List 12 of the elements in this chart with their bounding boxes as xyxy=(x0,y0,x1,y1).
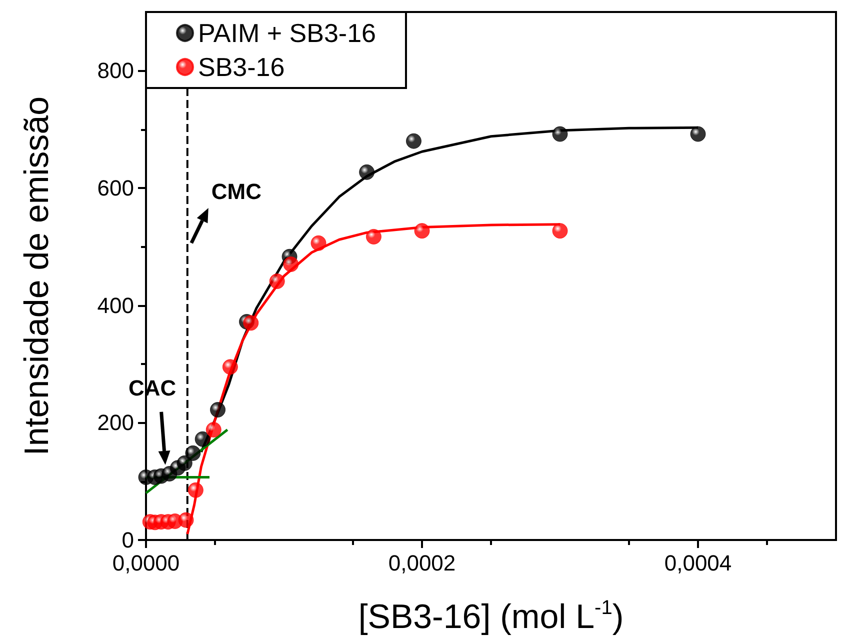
legend-label: SB3-16 xyxy=(198,52,285,82)
y-tick-label: 600 xyxy=(97,176,134,200)
y-axis-title: Intensidade de emissão xyxy=(18,96,56,456)
x-tick-label: 0,0002 xyxy=(388,550,456,576)
y-tick-label: 400 xyxy=(97,292,134,318)
ref-line-label: CMC xyxy=(211,178,262,204)
y-tick-label: 800 xyxy=(97,58,134,84)
legend-label: PAIM + SB3-16 xyxy=(198,18,376,48)
y-tick-label: 200 xyxy=(97,410,134,436)
y-tick-label: 0 xyxy=(122,528,134,552)
x-tick-label: 0,0000 xyxy=(112,550,180,576)
x-tick-label: 0,0004 xyxy=(664,550,732,576)
